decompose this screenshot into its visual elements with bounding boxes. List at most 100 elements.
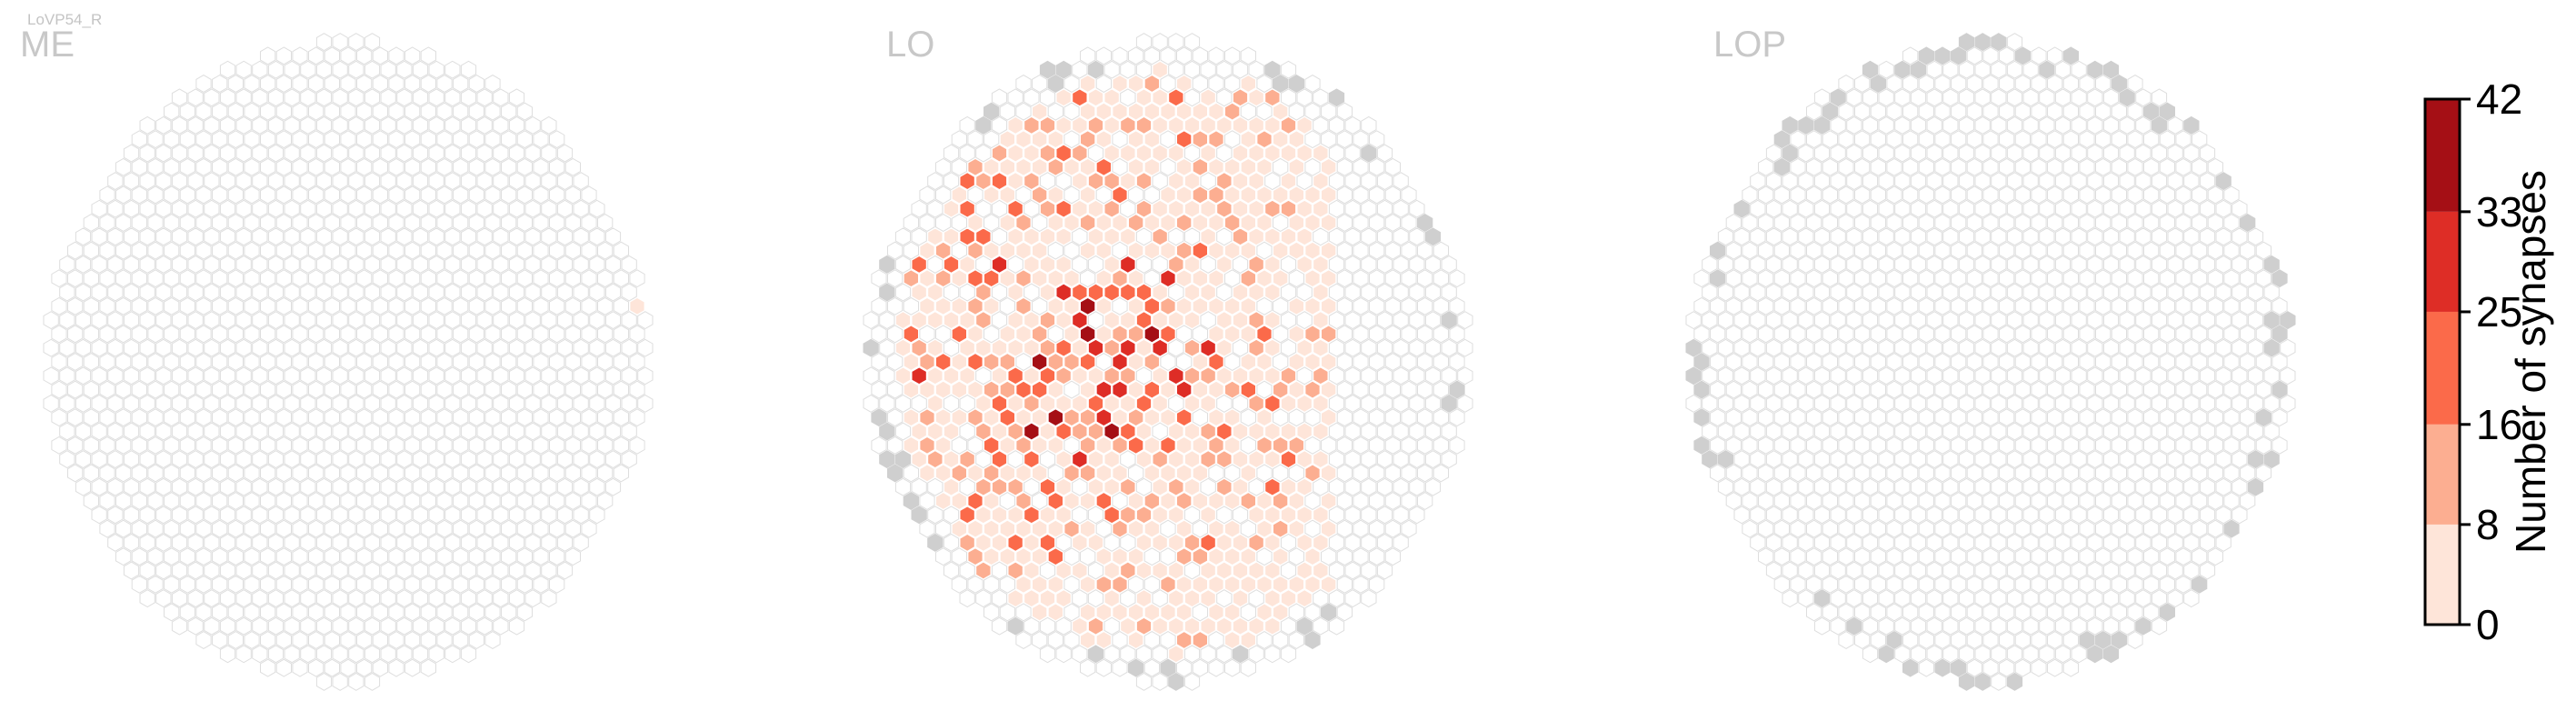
hex-column — [1773, 269, 1790, 288]
hex-column — [1087, 561, 1104, 580]
hex-column — [388, 46, 404, 65]
hex-column — [1152, 227, 1168, 246]
hex-column — [324, 575, 340, 594]
hex-column — [1782, 338, 1798, 357]
hex-column — [2071, 144, 2087, 163]
hex-column — [1336, 157, 1353, 176]
hex-column — [468, 492, 484, 510]
hex-column — [999, 464, 1015, 483]
hex-column — [1951, 214, 1967, 232]
hex-column — [1433, 464, 1449, 483]
hex-column — [1999, 380, 2015, 399]
hex-column — [1273, 631, 1289, 649]
hex-column — [1966, 325, 1982, 344]
hex-column — [533, 547, 549, 566]
hex-column — [508, 394, 525, 413]
hex-column — [1742, 185, 1758, 205]
hex-column — [2199, 477, 2216, 496]
hex-column — [324, 519, 340, 538]
hex-column — [83, 408, 99, 427]
hex-column — [1216, 477, 1233, 496]
hex-column — [171, 338, 188, 357]
hex-column — [999, 325, 1015, 344]
hex-column — [879, 450, 895, 469]
hex-column — [332, 477, 348, 496]
hex-column — [2240, 464, 2256, 483]
hex-column — [1135, 199, 1153, 218]
hex-column — [1384, 519, 1401, 538]
hex-column — [131, 353, 147, 371]
hex-column — [1854, 325, 1871, 344]
hex-column — [1047, 296, 1063, 315]
hex-column — [1765, 338, 1782, 357]
hex-column — [983, 519, 1000, 538]
hex-column — [1942, 422, 1959, 441]
hex-column — [1095, 130, 1112, 149]
hex-column — [564, 464, 581, 483]
hex-column — [2215, 506, 2232, 525]
hex-column — [629, 296, 645, 315]
hex-column — [2047, 658, 2063, 677]
hex-column — [1717, 422, 1734, 441]
hex-column — [1135, 144, 1153, 163]
hex-column — [204, 144, 220, 163]
hex-column — [1693, 380, 1710, 399]
hex-column — [244, 269, 260, 288]
hex-column — [1112, 130, 1128, 149]
hex-column — [1240, 547, 1256, 566]
hex-column — [1039, 561, 1056, 580]
hex-column — [2095, 185, 2112, 205]
hex-column — [549, 130, 565, 149]
hex-column — [315, 88, 333, 107]
hex-column — [1798, 338, 1814, 357]
hex-column — [2039, 255, 2055, 274]
hex-column — [2095, 325, 2112, 344]
hex-column — [1248, 645, 1264, 664]
hex-column — [219, 88, 236, 107]
hex-column — [364, 589, 381, 608]
hex-column — [1112, 464, 1128, 483]
hex-column — [2192, 214, 2208, 232]
hex-column — [1112, 408, 1128, 427]
hex-column — [348, 645, 364, 664]
hex-column — [1047, 603, 1063, 622]
hex-column — [1417, 408, 1433, 427]
hex-column — [1951, 102, 1967, 121]
hex-column — [315, 477, 333, 496]
hex-column — [2127, 464, 2143, 483]
hex-column — [1854, 269, 1871, 288]
hex-column — [1112, 380, 1128, 399]
hex-column — [275, 296, 292, 315]
hex-column — [1176, 464, 1193, 483]
hex-column — [324, 325, 340, 344]
hex-column — [2215, 338, 2232, 357]
hex-column — [1280, 255, 1297, 274]
hex-column — [1208, 241, 1224, 260]
hex-column — [1313, 172, 1329, 191]
hex-column — [267, 589, 285, 608]
hex-column — [155, 144, 172, 163]
hex-column — [1183, 255, 1201, 274]
hex-column — [1032, 130, 1048, 149]
hex-column — [1152, 283, 1168, 302]
hex-column — [1910, 645, 1927, 664]
hex-column — [284, 450, 300, 469]
hex-column — [1176, 658, 1193, 677]
hex-column — [1822, 269, 1838, 288]
hex-column — [444, 589, 461, 608]
hex-column — [1192, 631, 1208, 649]
hex-column — [2095, 464, 2112, 483]
hex-column — [2079, 157, 2095, 176]
hex-column — [1321, 269, 1337, 288]
hex-column — [493, 561, 509, 580]
hex-column — [1200, 88, 1216, 107]
hex-column — [1966, 631, 1982, 649]
hex-column — [2079, 214, 2095, 232]
hex-column — [260, 75, 276, 93]
hex-column — [1200, 394, 1216, 413]
hex-column — [1725, 241, 1742, 260]
hex-column — [1369, 185, 1385, 205]
hex-column — [235, 366, 252, 386]
hex-column — [308, 130, 324, 149]
hex-column — [1926, 616, 1942, 636]
